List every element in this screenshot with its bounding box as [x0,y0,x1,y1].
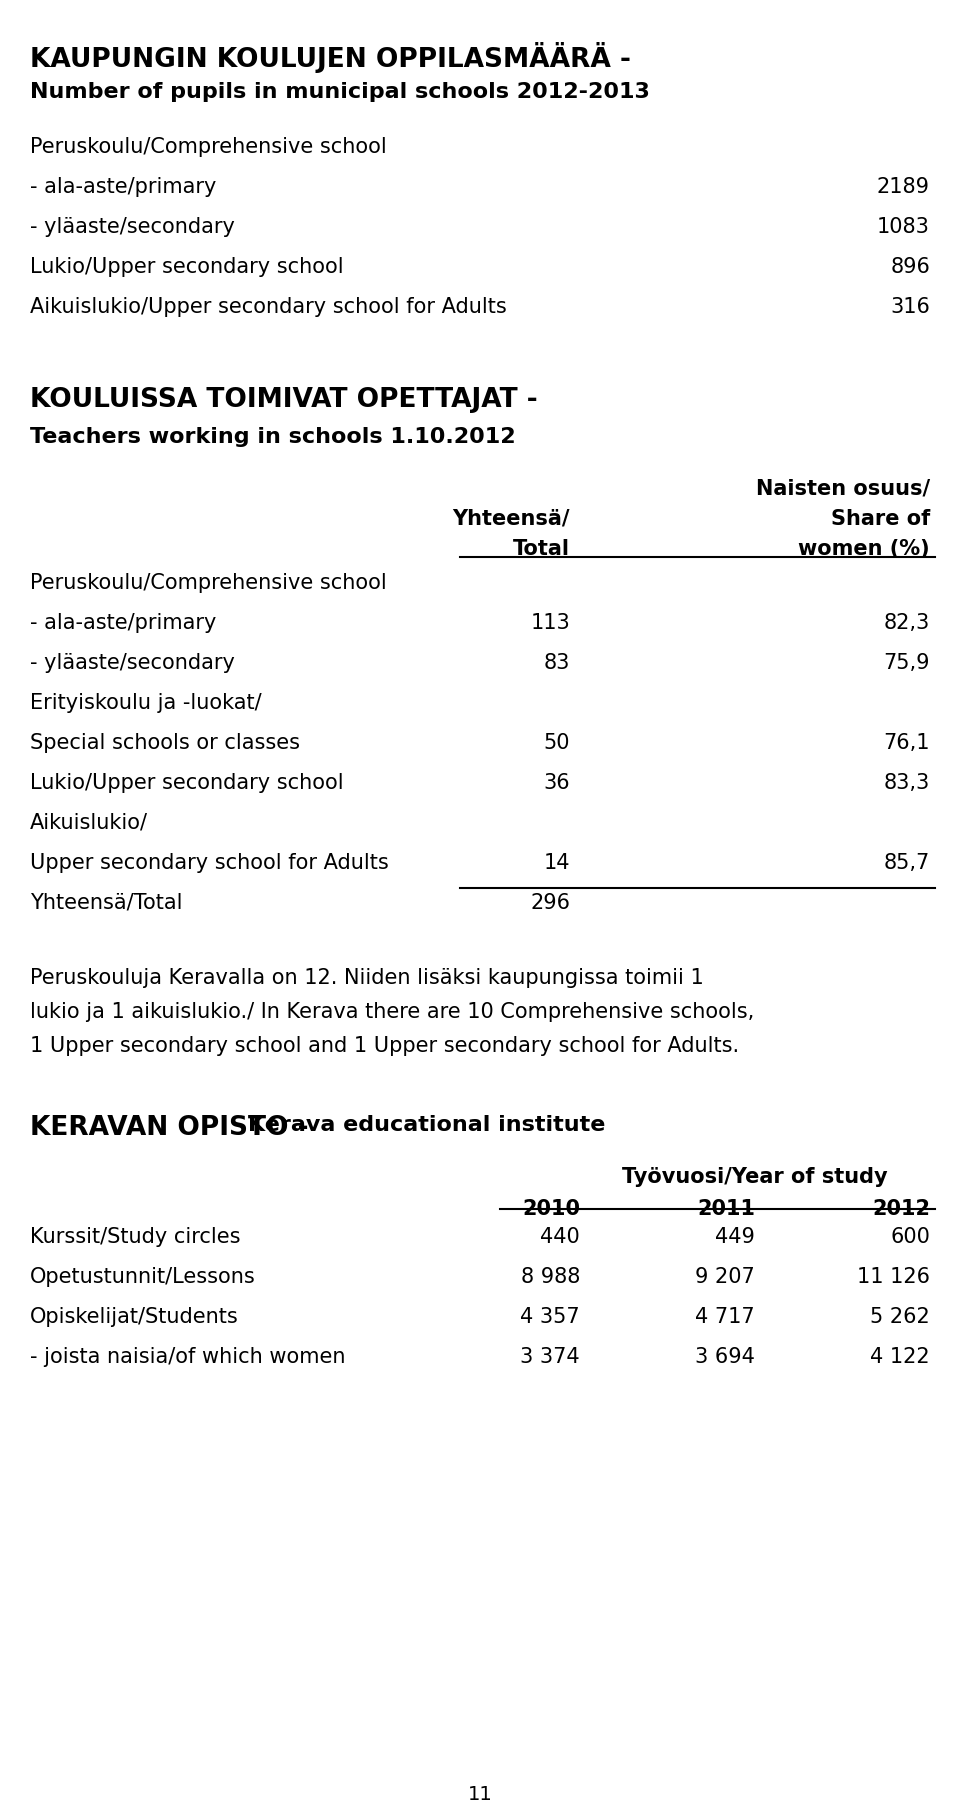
Text: Naisten osuus/: Naisten osuus/ [756,478,930,498]
Text: women (%): women (%) [799,538,930,558]
Text: 4 357: 4 357 [520,1306,580,1326]
Text: Kerava educational institute: Kerava educational institute [248,1114,606,1134]
Text: Yhteensä/Total: Yhteensä/Total [30,893,182,913]
Text: 449: 449 [715,1227,755,1247]
Text: 2012: 2012 [872,1200,930,1219]
Text: 5 262: 5 262 [871,1306,930,1326]
Text: - yläaste/secondary: - yläaste/secondary [30,217,235,237]
Text: Peruskoulu/Comprehensive school: Peruskoulu/Comprehensive school [30,573,387,593]
Text: Erityiskoulu ja -luokat/: Erityiskoulu ja -luokat/ [30,692,262,712]
Text: KOULUISSA TOIMIVAT OPETTAJAT -: KOULUISSA TOIMIVAT OPETTAJAT - [30,388,538,413]
Text: 316: 316 [890,297,930,317]
Text: Aikuislukio/: Aikuislukio/ [30,814,148,834]
Text: KAUPUNGIN KOULUJEN OPPILASMÄÄRÄ -: KAUPUNGIN KOULUJEN OPPILASMÄÄRÄ - [30,42,631,72]
Text: 82,3: 82,3 [884,612,930,632]
Text: 75,9: 75,9 [883,652,930,672]
Text: 3 374: 3 374 [520,1346,580,1366]
Text: Share of: Share of [830,509,930,529]
Text: 4 122: 4 122 [871,1346,930,1366]
Text: Työvuosi/Year of study: Työvuosi/Year of study [622,1167,888,1187]
Text: Special schools or classes: Special schools or classes [30,734,300,754]
Text: KERAVAN OPISTO -: KERAVAN OPISTO - [30,1114,318,1142]
Text: 85,7: 85,7 [884,853,930,873]
Text: Peruskoulu/Comprehensive school: Peruskoulu/Comprehensive school [30,138,387,158]
Text: 2189: 2189 [877,178,930,198]
Text: 36: 36 [543,774,570,794]
Text: 8 988: 8 988 [520,1267,580,1287]
Text: 83,3: 83,3 [884,774,930,794]
Text: 4 717: 4 717 [695,1306,755,1326]
Text: Yhteensä/: Yhteensä/ [452,509,570,529]
Text: lukio ja 1 aikuislukio./ In Kerava there are 10 Comprehensive schools,: lukio ja 1 aikuislukio./ In Kerava there… [30,1002,755,1022]
Text: - joista naisia/of which women: - joista naisia/of which women [30,1346,346,1366]
Text: 11 126: 11 126 [857,1267,930,1287]
Text: 3 694: 3 694 [695,1346,755,1366]
Text: Teachers working in schools 1.10.2012: Teachers working in schools 1.10.2012 [30,428,516,448]
Text: 1083: 1083 [877,217,930,237]
Text: - yläaste/secondary: - yläaste/secondary [30,652,235,672]
Text: Peruskouluja Keravalla on 12. Niiden lisäksi kaupungissa toimii 1: Peruskouluja Keravalla on 12. Niiden lis… [30,968,704,988]
Text: Upper secondary school for Adults: Upper secondary school for Adults [30,853,389,873]
Text: Aikuislukio/Upper secondary school for Adults: Aikuislukio/Upper secondary school for A… [30,297,507,317]
Text: 11: 11 [468,1785,492,1805]
Text: - ala-aste/primary: - ala-aste/primary [30,612,216,632]
Text: Kurssit/Study circles: Kurssit/Study circles [30,1227,241,1247]
Text: 600: 600 [890,1227,930,1247]
Text: 76,1: 76,1 [883,734,930,754]
Text: 2011: 2011 [697,1200,755,1219]
Text: - ala-aste/primary: - ala-aste/primary [30,178,216,198]
Text: 296: 296 [530,893,570,913]
Text: Opiskelijat/Students: Opiskelijat/Students [30,1306,239,1326]
Text: 83: 83 [543,652,570,672]
Text: Lukio/Upper secondary school: Lukio/Upper secondary school [30,257,344,277]
Text: Lukio/Upper secondary school: Lukio/Upper secondary school [30,774,344,794]
Text: 9 207: 9 207 [695,1267,755,1287]
Text: 896: 896 [890,257,930,277]
Text: Total: Total [513,538,570,558]
Text: 113: 113 [530,612,570,632]
Text: Number of pupils in municipal schools 2012-2013: Number of pupils in municipal schools 20… [30,82,650,101]
Text: 14: 14 [543,853,570,873]
Text: Opetustunnit/Lessons: Opetustunnit/Lessons [30,1267,255,1287]
Text: 2010: 2010 [522,1200,580,1219]
Text: 440: 440 [540,1227,580,1247]
Text: 50: 50 [543,734,570,754]
Text: 1 Upper secondary school and 1 Upper secondary school for Adults.: 1 Upper secondary school and 1 Upper sec… [30,1036,739,1056]
